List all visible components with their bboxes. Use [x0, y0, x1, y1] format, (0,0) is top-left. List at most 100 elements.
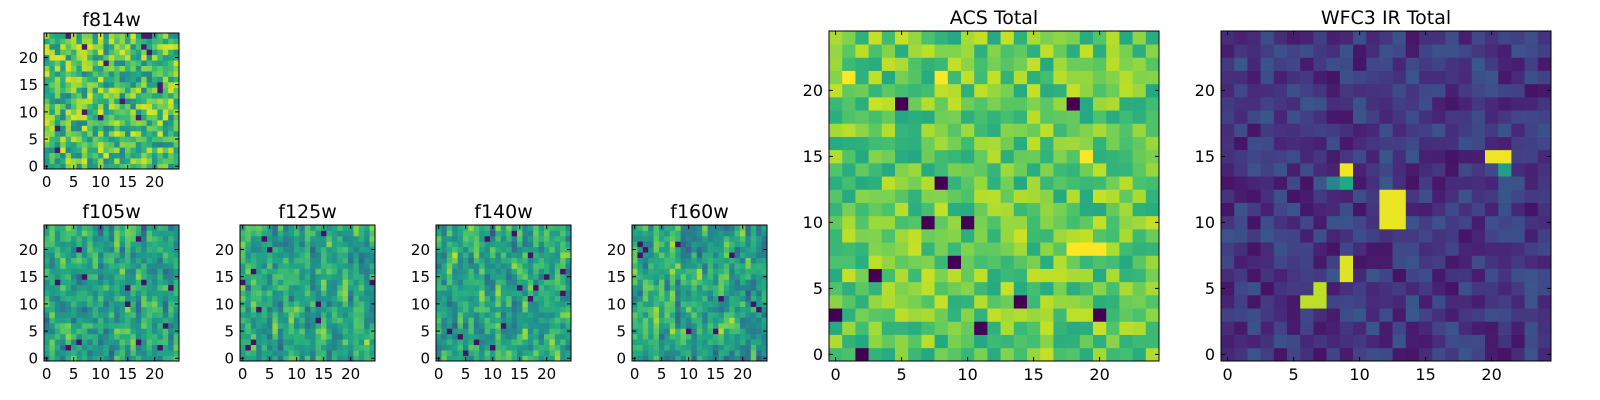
heatmap-cell [125, 71, 131, 77]
heatmap-cell [1524, 97, 1539, 111]
heatmap-cell [81, 60, 88, 66]
heatmap-cell [60, 306, 66, 313]
heatmap-cell [653, 246, 660, 253]
heatmap-cell [1313, 242, 1327, 256]
heatmap-cell [740, 241, 746, 248]
heatmap-cell [1066, 31, 1081, 45]
heatmap-cell [479, 306, 485, 313]
heatmap-cell [565, 279, 572, 286]
heatmap-cell [1027, 110, 1041, 124]
heatmap-cell [135, 339, 142, 346]
heatmap-cell [92, 76, 99, 83]
heatmap-cell [1379, 215, 1393, 230]
heatmap-cell [1287, 123, 1301, 137]
heatmap-cell [141, 279, 147, 286]
heatmap-cell [76, 322, 83, 329]
heatmap-cell [740, 246, 746, 253]
heatmap-cell [947, 44, 962, 58]
heatmap-cell [723, 355, 730, 362]
heatmap-cell [76, 246, 83, 253]
heatmap-cell [65, 43, 72, 50]
heatmap-cell [664, 257, 671, 264]
heatmap-cell [119, 87, 126, 94]
heatmap-cell [473, 295, 480, 302]
heatmap-cell [473, 246, 480, 253]
heatmap-cell [1093, 268, 1107, 283]
heatmap-cell [538, 263, 545, 269]
heatmap-cell [842, 176, 856, 190]
heatmap-cell [761, 317, 768, 324]
heatmap-cell [261, 306, 268, 313]
heatmap-cell [680, 230, 687, 237]
heatmap-cell [108, 103, 115, 110]
heatmap-cell [54, 355, 61, 362]
heatmap-cell [908, 295, 922, 309]
heatmap-cell [740, 317, 746, 324]
heatmap-cell [495, 263, 502, 269]
heatmap-cell [1287, 308, 1301, 322]
heatmap-cell [463, 295, 469, 302]
heatmap-cell [283, 328, 289, 335]
heatmap-cell [881, 189, 896, 203]
heatmap-cell [98, 158, 104, 164]
heatmap-cell [653, 235, 660, 242]
heatmap-cell [76, 284, 83, 291]
heatmap-cell [921, 321, 935, 335]
heatmap-cell [157, 125, 164, 132]
heatmap-cell [669, 279, 676, 286]
heatmap-cell [642, 350, 649, 356]
heatmap-cell [686, 268, 692, 275]
heatmap-cell [168, 268, 174, 275]
heatmap-cell [457, 328, 464, 335]
heatmap-cell [146, 235, 153, 242]
heatmap-cell [92, 328, 99, 335]
heatmap-cell [44, 38, 50, 45]
heatmap-cell [495, 295, 502, 302]
heatmap-cell [141, 92, 147, 99]
heatmap-cell [103, 290, 110, 297]
heatmap-cell [130, 147, 137, 154]
heatmap-cell [756, 328, 762, 335]
heatmap-cell [691, 301, 698, 307]
heatmap-cell [1132, 163, 1147, 177]
heatmap-cell [1106, 57, 1120, 71]
heatmap-cell [1053, 70, 1067, 85]
heatmap-cell [108, 38, 115, 45]
heatmap-cell [729, 344, 735, 351]
heatmap-cell [1392, 295, 1407, 309]
heatmap-cell [495, 257, 502, 264]
heatmap-cell [141, 317, 147, 324]
heatmap-cell [1485, 44, 1499, 58]
heatmap-cell [1027, 229, 1041, 243]
heatmap-cell [1119, 281, 1133, 296]
heatmap-cell [157, 141, 164, 148]
heatmap-cell [1247, 215, 1261, 230]
heatmap-cell [527, 322, 534, 329]
y-tick-label: 20 [19, 49, 38, 67]
heatmap-cell [511, 257, 518, 264]
heatmap-cell [157, 339, 164, 346]
heatmap-cell [761, 225, 768, 231]
heatmap-cell [723, 273, 730, 280]
heatmap-cell [157, 103, 164, 110]
heatmap-cell [659, 235, 665, 242]
heatmap-cell [1132, 308, 1147, 322]
heatmap-cell [490, 257, 496, 264]
heatmap-cell [71, 317, 77, 324]
heatmap-cell [934, 57, 949, 71]
heatmap-cell [92, 252, 99, 258]
heatmap-cell [1485, 229, 1499, 243]
heatmap-cell [842, 281, 856, 296]
heatmap-cell [1287, 70, 1301, 85]
heatmap-cell [272, 257, 279, 264]
heatmap-cell [637, 301, 644, 307]
heatmap-cell [60, 43, 66, 50]
heatmap-cell [1458, 308, 1473, 322]
heatmap-cell [114, 152, 120, 159]
heatmap-cell [452, 241, 458, 248]
heatmap-cell [1313, 97, 1327, 111]
heatmap-cell [653, 295, 660, 302]
heatmap-cell [65, 76, 72, 83]
heatmap-cell [114, 147, 120, 154]
heatmap-cell [108, 71, 115, 77]
